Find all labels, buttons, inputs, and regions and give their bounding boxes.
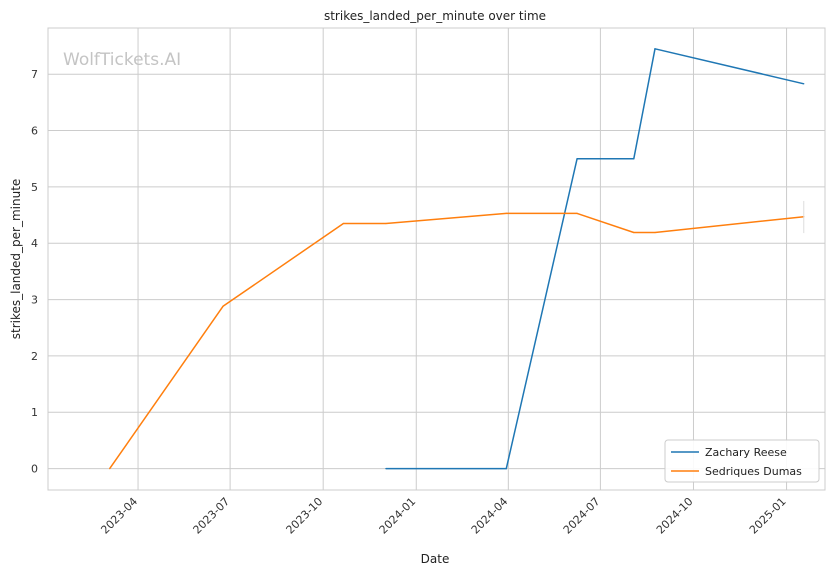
data-point <box>342 222 344 225</box>
y-tick-label: 3 <box>31 294 38 307</box>
data-point <box>654 48 656 50</box>
series-layer <box>109 48 805 470</box>
y-tick-label: 6 <box>31 125 38 138</box>
data-point <box>803 83 805 85</box>
x-axis-label: Date <box>421 552 450 566</box>
data-point <box>222 305 224 307</box>
series-line-0 <box>385 48 804 470</box>
x-tick-label: 2024-10 <box>654 495 696 537</box>
watermark-text: WolfTickets.AI <box>63 50 181 70</box>
x-tick-label: 2024-07 <box>561 495 603 537</box>
x-tick-label: 2023-07 <box>191 495 233 537</box>
data-point <box>505 468 507 470</box>
y-tick-label: 0 <box>31 463 38 476</box>
legend-box <box>664 439 820 483</box>
legend: Zachary Reese Sedriques Dumas <box>664 439 820 483</box>
data-point <box>576 158 578 160</box>
data-point <box>633 158 635 160</box>
y-tick-label: 2 <box>31 350 38 363</box>
data-point <box>505 212 507 214</box>
data-point <box>633 231 635 234</box>
data-point <box>576 212 578 214</box>
legend-label-0: Zachary Reese <box>705 446 787 459</box>
grid-lines <box>48 28 825 490</box>
x-tick-label: 2024-01 <box>377 495 419 537</box>
plot-area <box>47 27 826 491</box>
y-tick-label: 7 <box>31 68 38 81</box>
x-axis-ticks: 2023-04 2023-07 2023-10 2024-01 2024-04 2024-… <box>98 495 788 537</box>
x-tick-label: 2023-10 <box>284 495 326 537</box>
y-tick-label: 4 <box>31 237 38 250</box>
chart-title: strikes_landed_per_minute over time <box>324 9 546 23</box>
data-point <box>109 468 111 470</box>
y-axis-label: strikes_landed_per_minute <box>9 179 23 340</box>
x-tick-label: 2025-01 <box>747 495 789 537</box>
x-tick-label: 2024-04 <box>469 495 511 537</box>
data-point <box>385 222 387 225</box>
data-point <box>385 468 387 470</box>
y-axis-ticks: 0 1 2 3 4 5 6 7 <box>31 68 38 475</box>
y-tick-label: 1 <box>31 406 38 419</box>
legend-label-1: Sedriques Dumas <box>705 465 802 478</box>
x-tick-label: 2023-04 <box>98 495 140 537</box>
data-point <box>654 231 656 234</box>
y-tick-label: 5 <box>31 181 38 194</box>
